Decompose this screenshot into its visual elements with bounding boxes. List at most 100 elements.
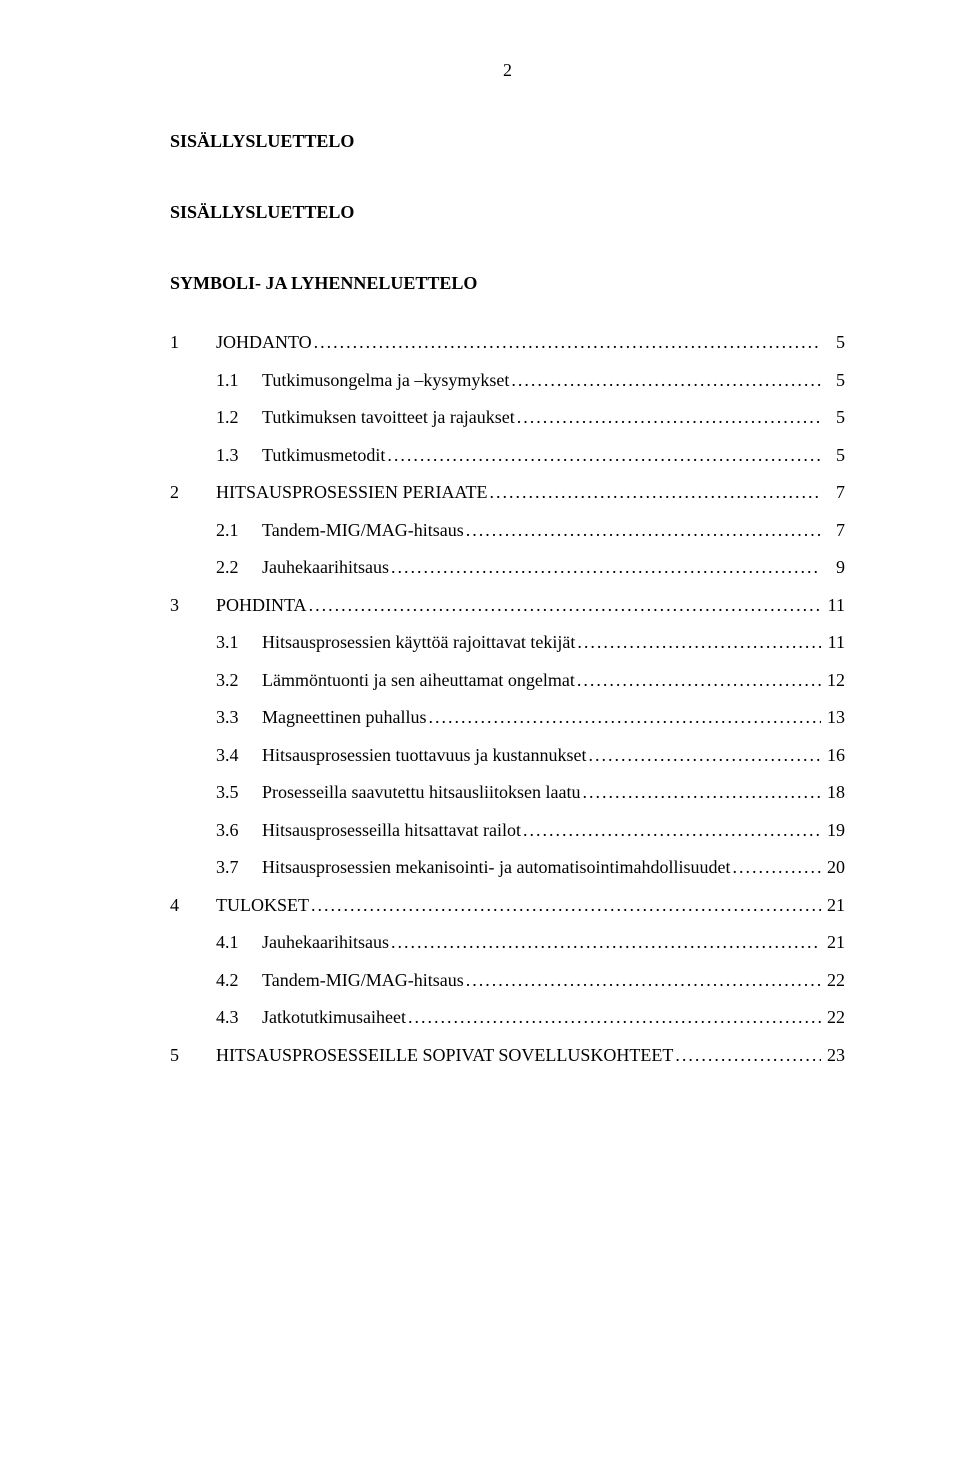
toc-number: 3.3	[216, 707, 262, 728]
toc-entry: 1.3Tutkimusmetodit 5	[170, 445, 845, 466]
toc-number: 3.4	[216, 745, 262, 766]
toc-page-number: 11	[823, 632, 845, 653]
toc-number: 3	[170, 595, 216, 616]
toc-page-number: 16	[823, 745, 845, 766]
toc-page-number: 18	[823, 782, 845, 803]
toc-title: Jatkotutkimusaiheet	[262, 1007, 406, 1028]
toc-leader-dots	[517, 407, 821, 428]
toc-entry: 5HITSAUSPROSESSEILLE SOPIVAT SOVELLUSKOH…	[170, 1045, 845, 1066]
toc-title: POHDINTA	[216, 595, 307, 616]
toc-number: 3.2	[216, 670, 262, 691]
toc-number: 3.1	[216, 632, 262, 653]
heading-sisallysluettelo-2: SISÄLLYSLUETTELO	[170, 202, 845, 223]
toc-number: 3.7	[216, 857, 262, 878]
heading-sisallysluettelo-1: SISÄLLYSLUETTELO	[170, 131, 845, 152]
toc-entry: 4.2Tandem-MIG/MAG-hitsaus22	[170, 970, 845, 991]
toc-leader-dots	[314, 332, 821, 353]
toc-leader-dots	[387, 445, 821, 466]
toc-page-number: 22	[823, 1007, 845, 1028]
toc-page-number: 21	[823, 895, 845, 916]
toc-number: 2	[170, 482, 216, 503]
toc-number: 1.2	[216, 407, 262, 428]
toc-entry: 1.2Tutkimuksen tavoitteet ja rajaukset 5	[170, 407, 845, 428]
toc-page-number: 7	[823, 482, 845, 503]
toc-page-number: 7	[823, 520, 845, 541]
toc-entry: 3.7Hitsausprosessien mekanisointi- ja au…	[170, 857, 845, 878]
toc-leader-dots	[466, 970, 821, 991]
toc-page-number: 5	[823, 445, 845, 466]
toc-leader-dots	[588, 745, 821, 766]
toc-entry: 4TULOKSET 21	[170, 895, 845, 916]
toc-leader-dots	[577, 632, 821, 653]
toc-page-number: 5	[823, 332, 845, 353]
toc-number: 2.2	[216, 557, 262, 578]
toc-page-number: 19	[823, 820, 845, 841]
toc-title: Hitsausprosessien mekanisointi- ja autom…	[262, 857, 730, 878]
toc-number: 1.3	[216, 445, 262, 466]
toc-leader-dots	[577, 670, 821, 691]
toc-leader-dots	[391, 932, 821, 953]
toc-title: Hitsausprosesseilla hitsattavat railot	[262, 820, 521, 841]
toc-entry: 3.3Magneettinen puhallus 13	[170, 707, 845, 728]
toc-entry: 2.1Tandem-MIG/MAG-hitsaus7	[170, 520, 845, 541]
toc-leader-dots	[511, 370, 821, 391]
toc-title: HITSAUSPROSESSIEN PERIAATE	[216, 482, 488, 503]
toc-title: HITSAUSPROSESSEILLE SOPIVAT SOVELLUSKOHT…	[216, 1045, 673, 1066]
toc-title: Jauhekaarihitsaus	[262, 932, 389, 953]
toc-entry: 3.4Hitsausprosessien tuottavuus ja kusta…	[170, 745, 845, 766]
toc-page-number: 13	[823, 707, 845, 728]
toc-title: Tandem-MIG/MAG-hitsaus	[262, 520, 464, 541]
toc-number: 4.1	[216, 932, 262, 953]
toc-entry: 4.3Jatkotutkimusaiheet 22	[170, 1007, 845, 1028]
toc-leader-dots	[428, 707, 821, 728]
toc-title: Tutkimusongelma ja –kysymykset	[262, 370, 509, 391]
toc-leader-dots	[309, 595, 821, 616]
toc-entry: 3.6Hitsausprosesseilla hitsattavat railo…	[170, 820, 845, 841]
toc-entry: 3POHDINTA 11	[170, 595, 845, 616]
toc-number: 1	[170, 332, 216, 353]
toc-title: Prosesseilla saavutettu hitsausliitoksen…	[262, 782, 580, 803]
toc-leader-dots	[391, 557, 821, 578]
toc-entry: 4.1Jauhekaarihitsaus 21	[170, 932, 845, 953]
toc-leader-dots	[490, 482, 821, 503]
toc-title: Tutkimusmetodit	[262, 445, 385, 466]
toc-number: 3.5	[216, 782, 262, 803]
toc-leader-dots	[311, 895, 821, 916]
toc-title: Jauhekaarihitsaus	[262, 557, 389, 578]
toc-entry: 3.1Hitsausprosessien käyttöä rajoittavat…	[170, 632, 845, 653]
heading-symboli-lyhenneluettelo: SYMBOLI- JA LYHENNELUETTELO	[170, 273, 845, 294]
toc-title: Hitsausprosessien tuottavuus ja kustannu…	[262, 745, 586, 766]
toc-number: 4	[170, 895, 216, 916]
toc-entry: 2HITSAUSPROSESSIEN PERIAATE 7	[170, 482, 845, 503]
toc-page-number: 5	[823, 407, 845, 428]
toc-page-number: 20	[823, 857, 845, 878]
toc-title: Lämmöntuonti ja sen aiheuttamat ongelmat	[262, 670, 575, 691]
page-number: 2	[170, 60, 845, 81]
toc-leader-dots	[582, 782, 821, 803]
toc-leader-dots	[408, 1007, 821, 1028]
toc-entry: 3.5Prosesseilla saavutettu hitsausliitok…	[170, 782, 845, 803]
toc-entry: 1.1Tutkimusongelma ja –kysymykset 5	[170, 370, 845, 391]
toc-title: TULOKSET	[216, 895, 309, 916]
toc-title: Tutkimuksen tavoitteet ja rajaukset	[262, 407, 515, 428]
toc-page-number: 22	[823, 970, 845, 991]
toc-entry: 1JOHDANTO 5	[170, 332, 845, 353]
toc-number: 4.3	[216, 1007, 262, 1028]
toc-title: Hitsausprosessien käyttöä rajoittavat te…	[262, 632, 575, 653]
toc-page-number: 9	[823, 557, 845, 578]
toc-leader-dots	[466, 520, 821, 541]
toc-title: Magneettinen puhallus	[262, 707, 426, 728]
toc-leader-dots	[675, 1045, 821, 1066]
toc-number: 5	[170, 1045, 216, 1066]
toc-page-number: 21	[823, 932, 845, 953]
toc-page-number: 12	[823, 670, 845, 691]
toc-page-number: 23	[823, 1045, 845, 1066]
toc-title: JOHDANTO	[216, 332, 312, 353]
toc-title: Tandem-MIG/MAG-hitsaus	[262, 970, 464, 991]
toc-number: 3.6	[216, 820, 262, 841]
toc-page-number: 11	[823, 595, 845, 616]
toc-page-number: 5	[823, 370, 845, 391]
toc-entry: 3.2Lämmöntuonti ja sen aiheuttamat ongel…	[170, 670, 845, 691]
toc-leader-dots	[732, 857, 821, 878]
toc-number: 1.1	[216, 370, 262, 391]
